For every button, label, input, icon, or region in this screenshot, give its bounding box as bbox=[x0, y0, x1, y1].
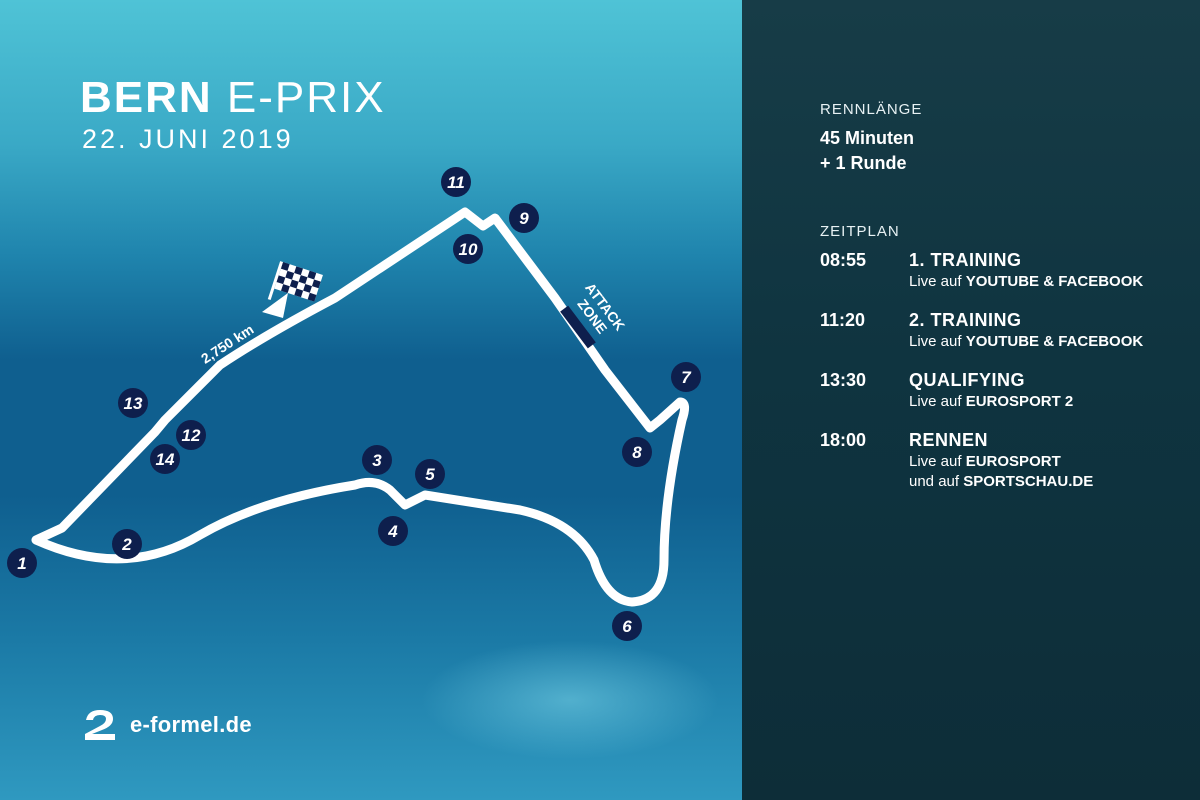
race-length-label: RENNLÄNGE bbox=[820, 101, 923, 118]
schedule-broadcast: Live auf YOUTUBE & FACEBOOK bbox=[909, 273, 1144, 290]
event-date: 22. JUNI 2019 bbox=[82, 124, 294, 154]
svg-text:3: 3 bbox=[372, 451, 382, 470]
page-title: BERN E-PRIX bbox=[80, 76, 386, 120]
schedule-broadcast: Live auf EUROSPORT 2 bbox=[909, 393, 1074, 410]
turn-marker-5: 5 bbox=[415, 459, 445, 489]
race-length-value: 45 Minuten + 1 Runde bbox=[820, 126, 914, 176]
turn-marker-14: 14 bbox=[150, 444, 180, 474]
schedule-title: 1. TRAINING bbox=[909, 250, 1022, 270]
svg-text:2: 2 bbox=[121, 535, 132, 554]
svg-text:1: 1 bbox=[17, 554, 26, 573]
brand-logo[interactable]: e-formel.de bbox=[82, 708, 252, 742]
turn-marker-2: 2 bbox=[112, 529, 142, 559]
turn-marker-7: 7 bbox=[671, 362, 701, 392]
svg-text:11: 11 bbox=[447, 173, 465, 192]
svg-text:4: 4 bbox=[387, 522, 398, 541]
schedule-time: 13:30 bbox=[820, 370, 867, 390]
schedule-time: 11:20 bbox=[820, 310, 866, 330]
turn-marker-3: 3 bbox=[362, 445, 392, 475]
schedule-time: 08:55 bbox=[820, 250, 867, 270]
schedule-title: 2. TRAINING bbox=[909, 310, 1022, 330]
race-length-line1: 45 Minuten bbox=[820, 128, 915, 148]
brand-name: e-formel.de bbox=[130, 712, 252, 737]
turn-marker-9: 9 bbox=[509, 203, 539, 233]
eformel-logo-icon bbox=[85, 710, 115, 740]
svg-text:6: 6 bbox=[622, 617, 632, 636]
svg-text:12: 12 bbox=[182, 426, 201, 445]
svg-text:10: 10 bbox=[459, 240, 478, 259]
direction-arrow-icon bbox=[262, 293, 288, 318]
checkered-flag-icon bbox=[267, 261, 323, 302]
schedule-broadcast: Live auf EUROSPORT und auf SPORTSCHAU.DE bbox=[909, 453, 1094, 490]
schedule-time: 18:00 bbox=[820, 430, 867, 450]
schedule-title: QUALIFYING bbox=[909, 370, 1025, 390]
svg-text:9: 9 bbox=[519, 209, 529, 228]
svg-text:14: 14 bbox=[156, 450, 175, 469]
turn-marker-8: 8 bbox=[622, 437, 652, 467]
turn-marker-11: 11 bbox=[441, 167, 471, 197]
svg-text:13: 13 bbox=[124, 394, 143, 413]
track-map: ATTACK ZONE 2,750 km 1 2 3 4 5 6 7 8 9 1… bbox=[7, 167, 701, 641]
turn-marker-6: 6 bbox=[612, 611, 642, 641]
turn-marker-12: 12 bbox=[176, 420, 206, 450]
schedule-broadcast: Live auf YOUTUBE & FACEBOOK bbox=[909, 333, 1144, 350]
map-panel: BERN E-PRIX 22. JUNI 2019 ATTACK ZONE 2,… bbox=[0, 0, 742, 800]
water-glow bbox=[420, 640, 720, 760]
race-length-line2: + 1 Runde bbox=[820, 153, 907, 173]
title-bold: BERN bbox=[80, 73, 213, 122]
schedule-title: RENNEN bbox=[909, 430, 989, 450]
turn-marker-13: 13 bbox=[118, 388, 148, 418]
info-panel: RENNLÄNGE 45 Minuten + 1 Runde ZEITPLAN … bbox=[742, 0, 1200, 800]
svg-text:5: 5 bbox=[425, 465, 435, 484]
turn-marker-10: 10 bbox=[453, 234, 483, 264]
title-light: E-PRIX bbox=[226, 73, 386, 122]
turn-marker-1: 1 bbox=[7, 548, 37, 578]
turn-marker-4: 4 bbox=[378, 516, 408, 546]
svg-text:8: 8 bbox=[632, 443, 642, 462]
schedule-label: ZEITPLAN bbox=[820, 223, 900, 240]
circuit-line bbox=[31, 207, 690, 607]
attack-zone-bar bbox=[560, 305, 596, 349]
svg-text:7: 7 bbox=[681, 368, 692, 387]
